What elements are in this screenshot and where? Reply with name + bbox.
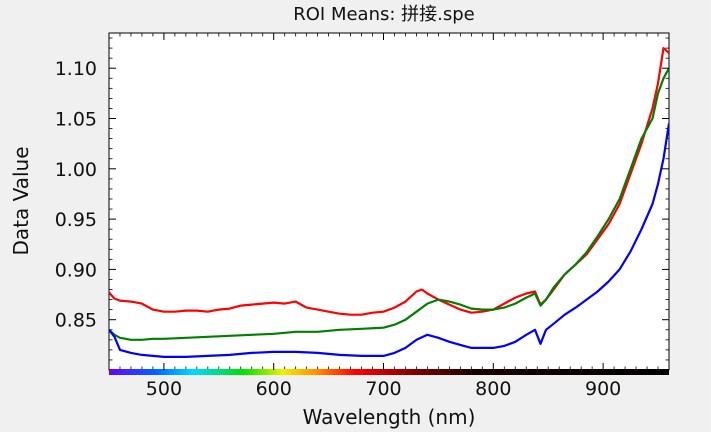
x-axis-title: Wavelength (nm) bbox=[303, 405, 476, 429]
x-tick-label: 500 bbox=[146, 378, 182, 400]
x-tick-label: 600 bbox=[256, 378, 292, 400]
series-group bbox=[109, 46, 669, 358]
minor-ticks bbox=[108, 33, 670, 370]
x-axis: 500 600 700 800 900 bbox=[146, 33, 621, 400]
y-tick-label: 1.10 bbox=[55, 58, 97, 80]
x-tick-label: 900 bbox=[585, 378, 621, 400]
wavelength-colorbar bbox=[109, 369, 669, 375]
series-line-2 bbox=[109, 67, 669, 341]
y-axis: 0.85 0.90 0.95 1.00 1.05 1.10 bbox=[55, 58, 669, 332]
chart-title: ROI Means: 拼接.spe bbox=[293, 4, 475, 25]
y-tick-label: 1.05 bbox=[55, 109, 97, 131]
y-tick-label: 0.85 bbox=[55, 310, 97, 332]
series-line-3 bbox=[109, 123, 669, 358]
y-tick-label: 1.00 bbox=[55, 159, 97, 181]
plot-area bbox=[108, 32, 670, 371]
y-tick-label: 0.95 bbox=[55, 209, 97, 231]
x-tick-label: 800 bbox=[475, 378, 511, 400]
y-tick-label: 0.90 bbox=[55, 259, 97, 281]
y-axis-title: Data Value bbox=[9, 146, 33, 255]
x-tick-label: 700 bbox=[365, 378, 401, 400]
